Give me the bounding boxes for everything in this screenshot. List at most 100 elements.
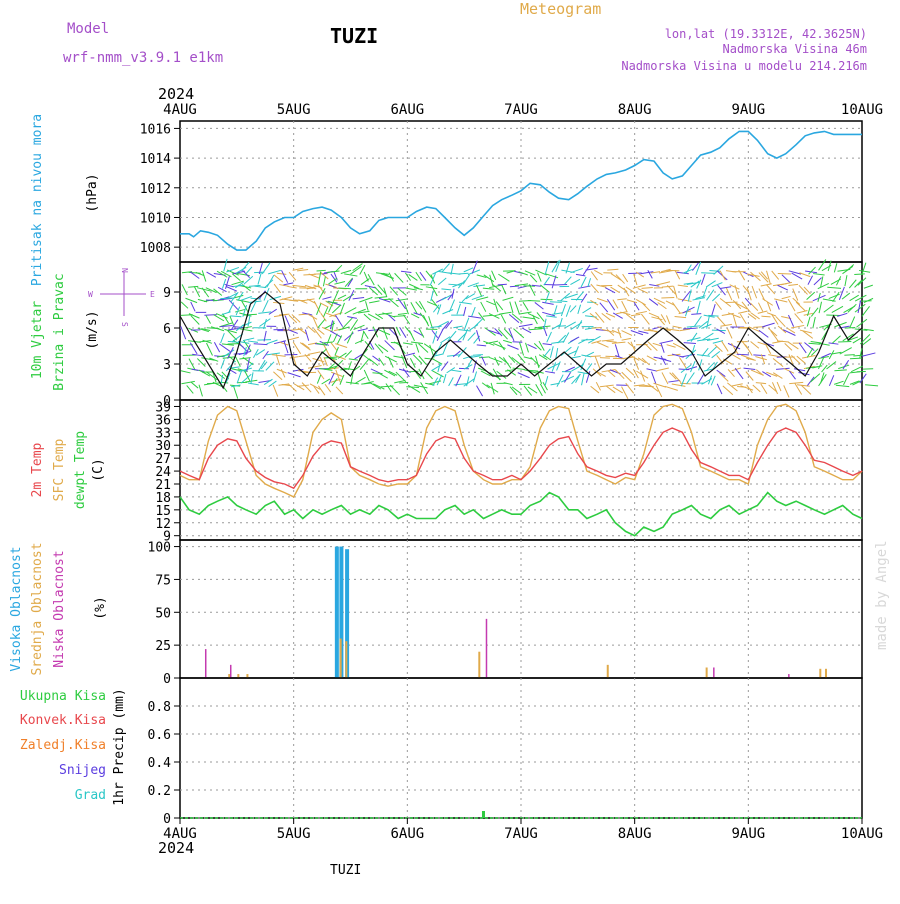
wind-arrow [834,381,843,384]
wind-arrow [631,314,640,315]
time-label-top: 8AUG [618,102,652,118]
wind-arrow [557,301,567,302]
wind-arrow [442,264,450,273]
wind-arrow [537,312,544,321]
wind-arrow [494,299,498,312]
wind-arrow [561,304,565,316]
wind-arrow [191,302,195,311]
wind-arrow [246,267,252,274]
wind-arrow [443,374,446,383]
wind-arrow [335,315,342,326]
wind-arrow [241,296,252,300]
wind-arrow [720,324,731,326]
temp-ylabel-1: 2m Temp [30,442,45,497]
wind-arrow [302,343,309,348]
wind-arrow [449,377,454,386]
ytick-label-cloud: 0 [163,672,171,687]
wind-arrow [690,361,695,372]
wind-arrow [864,298,873,302]
precip-bar [482,811,485,818]
wind-arrow [214,342,219,352]
wind-arrow [297,270,308,271]
wind-arrow [363,355,371,361]
temp-units: (C) [91,458,106,481]
wind-arrow [214,315,224,321]
wind-arrow [406,387,419,388]
wind-arrow [262,263,270,274]
wind-arrow [656,368,669,371]
cloud-bar [706,667,708,678]
wind-arrow [527,344,536,348]
wind-arrow [829,375,833,385]
wind-arrow [570,337,579,342]
ytick-label-temperature: 15 [155,504,171,519]
wind-arrow [723,386,733,395]
wind-arrow [192,369,205,371]
wind-arrow [297,385,309,386]
wind-arrow [809,267,816,274]
cloud-ylabel-2: Srednja Oblacnost [30,542,45,675]
wind-arrow [385,340,395,350]
wind-arrow [365,285,376,288]
wind-arrow [617,299,626,300]
wind-arrow [546,316,557,317]
wind-arrow [464,307,466,316]
wind-arrow [289,272,296,280]
wind-arrow [188,286,198,287]
wind-arrow [799,273,810,277]
cloud-bar [486,619,488,678]
wind-arrow [343,294,354,301]
wind-arrow [545,261,549,274]
wind-arrow [719,373,728,381]
wind-arrow [576,292,583,301]
compass-e: E [150,290,155,299]
wind-arrow [491,383,494,394]
wind-arrow [545,376,548,385]
wind-arrow [782,296,791,298]
wind-arrow [651,317,662,320]
wind-arrow [187,385,194,393]
wind-arrow [727,383,737,391]
ytick-label-precip: 0.8 [148,700,171,715]
wind-arrow [410,358,415,367]
wind-arrow [237,370,241,383]
wind-arrow [472,307,476,316]
wind-arrow [862,306,870,316]
pressure-line [180,131,862,250]
wind-arrow [498,274,509,281]
wind-arrow [686,265,692,274]
wind-arrow [623,274,628,282]
wind-arrow [793,298,800,304]
wind-arrow [679,357,686,368]
wind-arrow [557,361,561,370]
wind-arrow [226,267,239,272]
wind-arrow [253,349,258,357]
wind-arrow [753,355,765,356]
panel-frame-precip [180,678,862,818]
wind-arrow [829,294,840,298]
wind-arrow [519,324,533,326]
wind-arrow [583,308,592,313]
wind-arrow [484,275,494,282]
wind-arrow [622,331,632,336]
wind-arrow [843,373,849,385]
wind-arrow [493,369,500,380]
ytick-label-wind: 6 [163,322,171,337]
time-label-top: 5AUG [277,102,311,118]
ytick-label-wind: 9 [163,286,171,301]
wind-arrow [283,283,293,285]
wind-arrow [473,372,476,383]
wind-arrow [366,301,369,310]
wind-arrow [740,386,753,390]
cloud-bar [819,669,821,678]
wind-arrow [226,286,237,291]
wind-arrow [318,319,325,328]
wind-arrow [293,342,300,354]
wind-arrow [615,344,619,356]
wind-arrow [383,299,393,300]
wind-arrow [222,279,225,289]
wind-arrow [709,271,720,272]
wind-arrow [441,362,448,371]
wind-arrow [802,356,815,359]
wind-arrow [840,348,852,355]
